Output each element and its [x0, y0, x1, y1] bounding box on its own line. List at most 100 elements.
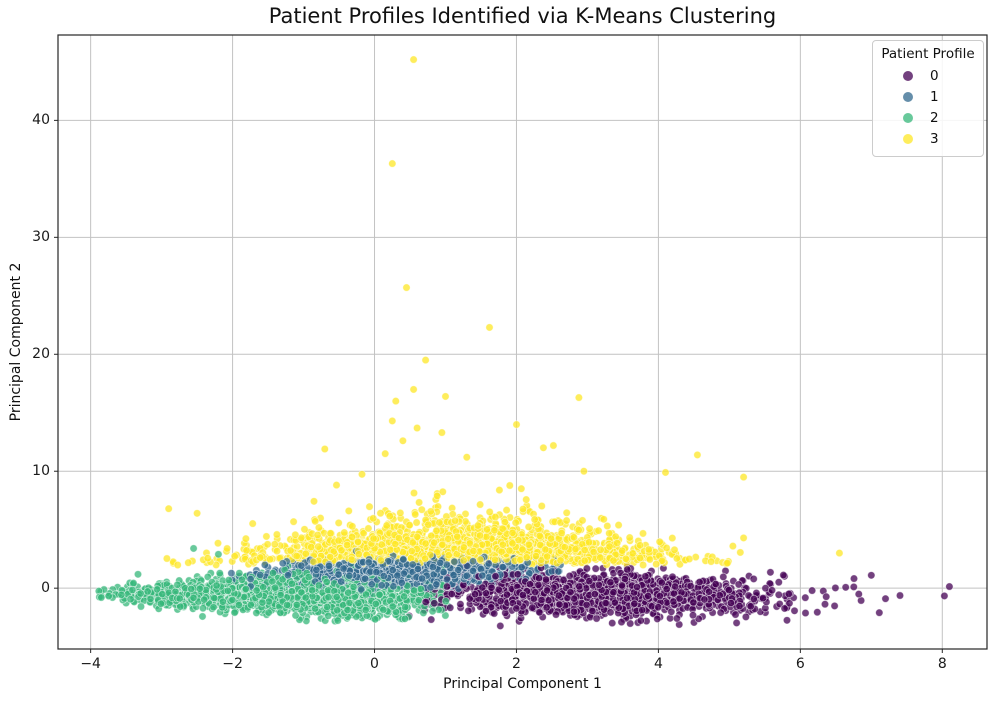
- scatter-point: [549, 441, 558, 450]
- scatter-point: [409, 385, 418, 394]
- scatter-point: [427, 615, 436, 624]
- scatter-point: [270, 540, 279, 549]
- scatter-point: [381, 449, 390, 458]
- scatter-point: [746, 602, 755, 611]
- scatter-point: [511, 518, 520, 527]
- scatter-point: [539, 443, 548, 452]
- scatter-point: [334, 518, 343, 528]
- scatter-point: [635, 553, 645, 563]
- scatter-point: [512, 420, 521, 429]
- scatter-point: [289, 517, 298, 526]
- scatter-point: [535, 608, 544, 617]
- scatter-point: [365, 502, 374, 511]
- scatter-point: [214, 550, 223, 559]
- scatter-point: [594, 526, 603, 535]
- scatter-point: [536, 540, 545, 550]
- scatter-point: [348, 522, 357, 531]
- scatter-point: [719, 572, 728, 582]
- scatter-point: [807, 586, 817, 595]
- scatter-point: [382, 521, 391, 530]
- scatter-point: [272, 530, 281, 539]
- scatter-point: [831, 583, 840, 593]
- scatter-point: [704, 587, 714, 596]
- scatter-point: [414, 498, 424, 507]
- scatter-point: [456, 600, 465, 609]
- scatter-point: [522, 495, 531, 504]
- scatter-point: [164, 504, 173, 513]
- scatter-point: [97, 593, 106, 602]
- scatter-point: [736, 548, 745, 557]
- scatter-point: [867, 571, 876, 580]
- scatter-point: [438, 487, 447, 496]
- scatter-point: [162, 554, 171, 563]
- scatter-point: [672, 614, 682, 623]
- scatter-point: [614, 520, 623, 530]
- scatter-point: [706, 557, 716, 566]
- scatter-point: [782, 616, 792, 625]
- scatter-point: [537, 501, 546, 511]
- scatter-points-layer: [94, 55, 954, 631]
- scatter-point: [203, 572, 212, 582]
- scatter-point: [446, 603, 455, 612]
- scatter-point: [767, 586, 777, 595]
- scatter-point: [496, 621, 505, 631]
- scatter-point: [749, 574, 758, 584]
- scatter-point: [774, 590, 783, 599]
- scatter-point: [129, 578, 138, 588]
- gridlines-layer: [58, 35, 987, 649]
- scatter-point: [739, 472, 748, 482]
- scatter-point: [801, 608, 810, 618]
- scatter-point: [412, 423, 422, 433]
- scatter-point: [774, 578, 783, 587]
- scatter-point: [574, 393, 584, 402]
- scatter-point: [822, 592, 831, 601]
- scatter-point: [223, 544, 232, 553]
- scatter-point: [198, 604, 208, 613]
- scatter-point: [617, 617, 626, 627]
- scatter-point: [661, 468, 670, 477]
- scatter-point: [414, 596, 423, 605]
- scatter-point: [264, 608, 273, 617]
- scatter-point: [136, 602, 146, 611]
- scatter-point: [591, 564, 600, 573]
- scatter-point: [895, 591, 905, 600]
- scatter-point: [875, 608, 884, 617]
- scatter-point: [411, 510, 420, 519]
- scatter-point: [495, 485, 504, 495]
- scatter-point: [193, 509, 202, 518]
- scatter-point: [585, 524, 594, 533]
- scatter-point: [475, 500, 485, 509]
- scatter-point: [184, 558, 193, 567]
- scatter-point: [437, 428, 446, 437]
- scatter-point: [502, 505, 511, 515]
- scatter-point: [417, 505, 426, 514]
- scatter-point: [694, 614, 703, 623]
- scatter-point: [173, 560, 182, 570]
- scatter-point: [291, 611, 300, 620]
- scatter-point: [723, 558, 732, 568]
- scatter-point: [376, 509, 385, 518]
- scatter-point: [230, 552, 239, 561]
- scatter-point: [830, 601, 839, 611]
- scatter-point: [265, 555, 275, 564]
- scatter-point: [133, 570, 143, 579]
- scatter-point: [841, 583, 850, 592]
- scatter-point: [391, 396, 400, 406]
- scatter-point: [441, 611, 450, 620]
- scatter-point: [227, 569, 236, 578]
- scatter-point: [307, 542, 316, 552]
- scatter-point: [638, 529, 648, 538]
- scatter-point: [672, 554, 682, 563]
- scatter-point: [749, 594, 759, 604]
- scatter-point: [668, 533, 677, 543]
- scatter-point: [801, 593, 810, 602]
- scatter-point: [517, 484, 526, 493]
- scatter-point: [398, 436, 407, 445]
- scatter-point: [402, 283, 411, 292]
- scatter-point: [505, 481, 514, 490]
- scatter-point: [309, 497, 319, 506]
- scatter-point: [578, 516, 587, 525]
- scatter-point: [485, 323, 494, 332]
